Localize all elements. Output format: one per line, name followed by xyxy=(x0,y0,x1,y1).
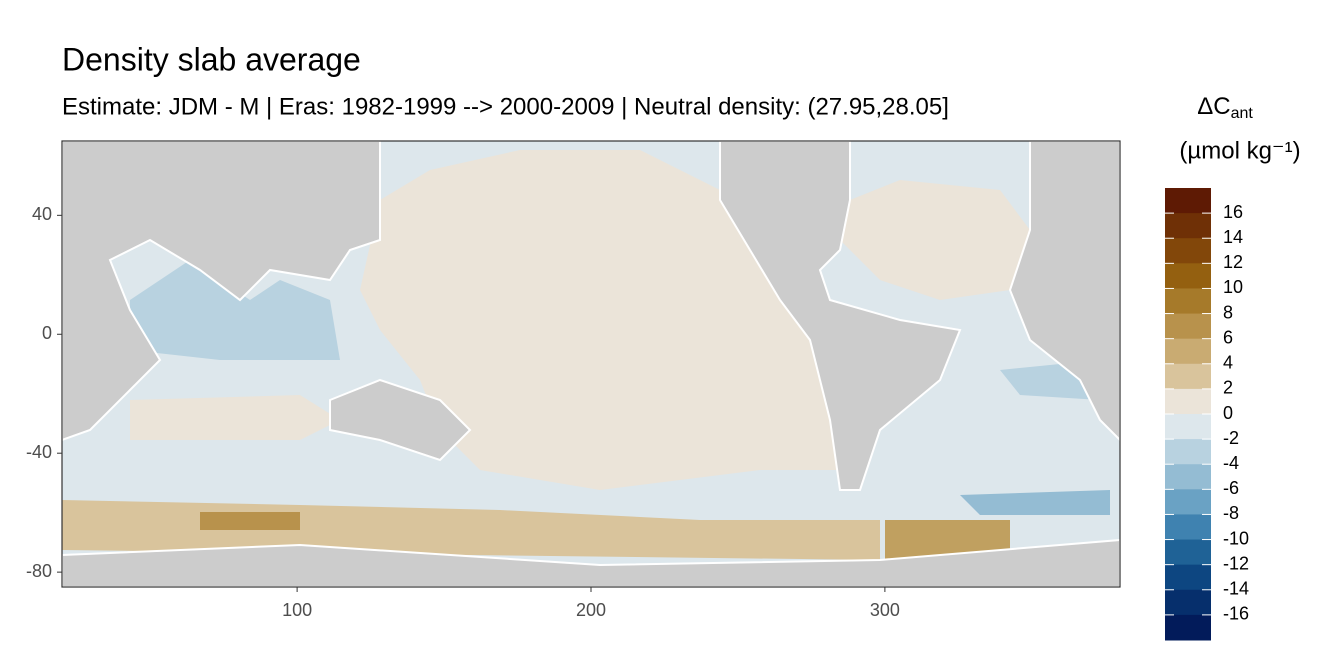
x-tick-label: 300 xyxy=(870,600,900,620)
land xyxy=(329,378,472,462)
x-tick-label: 100 xyxy=(282,600,312,620)
ocean-region xyxy=(960,490,1110,515)
y-tick-label: -80 xyxy=(26,561,52,581)
colorbar-label: 14 xyxy=(1223,227,1243,247)
colorbar-bin xyxy=(1165,313,1211,340)
legend-title-sub: ant xyxy=(1231,105,1254,122)
y-tick-label: 0 xyxy=(42,323,52,343)
colorbar-bin xyxy=(1165,263,1211,289)
chart-subtitle: Estimate: JDM - M | Eras: 1982-1999 --> … xyxy=(62,93,949,120)
colorbar-bin xyxy=(1165,439,1211,465)
land xyxy=(719,140,962,491)
colorbar-bin xyxy=(1165,614,1211,641)
colorbar-bin xyxy=(1165,213,1211,239)
colorbar-bin xyxy=(1165,464,1211,490)
y-tick-label: -40 xyxy=(26,442,52,462)
colorbar-label: -10 xyxy=(1223,528,1249,548)
colorbar-bin xyxy=(1165,288,1211,315)
legend-title-main: ΔC xyxy=(1197,93,1230,120)
colorbar-label: 2 xyxy=(1223,378,1233,398)
colorbar-label: 16 xyxy=(1223,202,1243,222)
colorbar-label: -14 xyxy=(1223,579,1249,599)
colorbar-bin xyxy=(1165,388,1211,415)
legend-unit: (µmol kg⁻¹) xyxy=(1179,137,1300,164)
colorbar-label: -6 xyxy=(1223,478,1239,498)
colorbar-label: 0 xyxy=(1223,403,1233,423)
colorbar-label: -12 xyxy=(1223,553,1249,573)
colorbar-bin xyxy=(1165,589,1211,616)
colorbar-bin xyxy=(1165,238,1211,264)
colorbar-bin xyxy=(1165,514,1211,541)
ocean-region xyxy=(130,395,340,440)
colorbar-bin xyxy=(1165,564,1211,591)
chart-title: Density slab average xyxy=(62,41,361,77)
colorbar-bin xyxy=(1165,363,1211,390)
colorbar-label: -8 xyxy=(1223,503,1239,523)
y-tick-label: 40 xyxy=(32,204,52,224)
colorbar-label: -2 xyxy=(1223,428,1239,448)
land xyxy=(61,140,381,442)
colorbar-bin xyxy=(1165,539,1211,566)
colorbar-label: -4 xyxy=(1223,453,1239,473)
ocean-region xyxy=(130,260,340,360)
colorbar-label: 4 xyxy=(1223,353,1233,373)
colorbar-label: 6 xyxy=(1223,327,1233,347)
colorbar-label: -16 xyxy=(1223,604,1249,624)
map xyxy=(61,140,1121,588)
legend-title: ΔCant xyxy=(1197,93,1253,122)
colorbar-bin xyxy=(1165,338,1211,365)
colorbar-label: 12 xyxy=(1223,252,1243,272)
x-tick-label: 200 xyxy=(576,600,606,620)
ocean-region xyxy=(360,150,860,490)
colorbar-bin xyxy=(1165,489,1211,515)
colorbar-bin xyxy=(1165,188,1211,214)
colorbar-label: 8 xyxy=(1223,302,1233,322)
ocean-region xyxy=(840,180,1030,300)
ocean-region xyxy=(200,512,300,530)
colorbar-label: 10 xyxy=(1223,277,1243,297)
colorbar-bin xyxy=(1165,414,1211,440)
